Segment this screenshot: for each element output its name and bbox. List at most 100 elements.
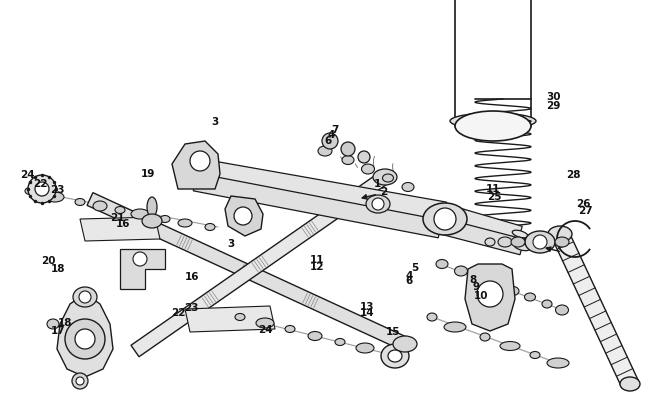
Ellipse shape	[93, 202, 107, 211]
Ellipse shape	[533, 235, 547, 249]
Text: 9: 9	[473, 282, 480, 292]
Polygon shape	[193, 174, 442, 238]
Ellipse shape	[454, 266, 467, 276]
Ellipse shape	[256, 318, 274, 328]
Ellipse shape	[372, 198, 384, 211]
Ellipse shape	[322, 134, 338, 149]
Ellipse shape	[361, 164, 374, 175]
Ellipse shape	[427, 313, 437, 321]
Polygon shape	[185, 306, 275, 332]
Polygon shape	[57, 297, 113, 377]
Ellipse shape	[335, 339, 345, 345]
Ellipse shape	[556, 305, 569, 315]
Text: 8: 8	[469, 275, 477, 284]
Text: 18: 18	[58, 317, 72, 327]
Ellipse shape	[72, 373, 88, 389]
Ellipse shape	[65, 319, 105, 359]
Ellipse shape	[542, 300, 552, 308]
Ellipse shape	[318, 147, 332, 157]
Ellipse shape	[131, 209, 149, 220]
Ellipse shape	[186, 179, 204, 186]
Text: 7: 7	[331, 125, 339, 134]
Text: 30: 30	[547, 92, 561, 102]
Text: 4: 4	[406, 271, 413, 280]
Ellipse shape	[35, 183, 49, 196]
Ellipse shape	[511, 237, 525, 247]
Text: 12: 12	[310, 261, 324, 271]
Ellipse shape	[147, 198, 157, 217]
Text: 13: 13	[360, 301, 374, 311]
Polygon shape	[552, 230, 638, 388]
Ellipse shape	[507, 287, 519, 296]
Text: 27: 27	[578, 206, 592, 215]
Ellipse shape	[25, 188, 35, 195]
Ellipse shape	[455, 112, 531, 142]
Ellipse shape	[79, 291, 91, 303]
Polygon shape	[188, 158, 447, 222]
Text: 10: 10	[474, 290, 488, 300]
Ellipse shape	[180, 163, 200, 172]
Ellipse shape	[431, 226, 449, 233]
Ellipse shape	[285, 326, 295, 333]
Text: 22: 22	[33, 178, 47, 188]
Ellipse shape	[308, 332, 322, 341]
Ellipse shape	[435, 208, 455, 217]
Text: 25: 25	[487, 192, 501, 201]
Text: 16: 16	[185, 271, 199, 281]
Text: 23: 23	[50, 185, 64, 194]
Text: 18: 18	[51, 263, 66, 273]
Text: 3: 3	[227, 239, 235, 249]
Ellipse shape	[76, 377, 84, 385]
Ellipse shape	[555, 237, 569, 247]
Polygon shape	[120, 249, 165, 289]
Ellipse shape	[115, 207, 125, 214]
Ellipse shape	[133, 252, 147, 266]
Polygon shape	[131, 172, 389, 357]
Text: 6: 6	[324, 136, 332, 146]
Ellipse shape	[525, 231, 555, 254]
Ellipse shape	[437, 209, 453, 216]
Ellipse shape	[500, 342, 520, 351]
Ellipse shape	[75, 329, 95, 349]
Ellipse shape	[75, 199, 85, 206]
Ellipse shape	[73, 287, 97, 307]
Ellipse shape	[234, 207, 252, 226]
Ellipse shape	[381, 344, 409, 368]
Ellipse shape	[444, 322, 466, 332]
Text: 16: 16	[116, 219, 131, 228]
Text: 28: 28	[566, 170, 580, 180]
Polygon shape	[225, 196, 263, 237]
Text: 5: 5	[411, 262, 419, 272]
Ellipse shape	[514, 244, 530, 251]
Ellipse shape	[436, 260, 448, 269]
Ellipse shape	[525, 293, 536, 301]
Ellipse shape	[342, 156, 354, 165]
Ellipse shape	[480, 333, 490, 341]
Ellipse shape	[546, 239, 554, 246]
Text: 1: 1	[373, 178, 381, 188]
Ellipse shape	[46, 192, 64, 202]
Ellipse shape	[437, 224, 453, 231]
Text: 6: 6	[406, 276, 413, 286]
Ellipse shape	[434, 209, 456, 230]
Ellipse shape	[142, 215, 162, 228]
Ellipse shape	[358, 151, 370, 164]
Ellipse shape	[393, 336, 417, 352]
Ellipse shape	[473, 274, 484, 282]
Ellipse shape	[529, 238, 541, 247]
Ellipse shape	[485, 239, 495, 246]
Text: 24: 24	[20, 170, 34, 180]
Text: 2: 2	[380, 186, 387, 196]
Text: 22: 22	[172, 308, 186, 318]
Ellipse shape	[341, 143, 355, 157]
Ellipse shape	[382, 175, 393, 183]
Ellipse shape	[489, 279, 502, 289]
Text: 11: 11	[310, 254, 324, 264]
Text: 17: 17	[51, 325, 66, 335]
Ellipse shape	[178, 220, 192, 228]
Ellipse shape	[547, 358, 569, 368]
Text: 21: 21	[110, 213, 124, 223]
Ellipse shape	[450, 114, 536, 130]
Polygon shape	[172, 142, 220, 190]
Text: 11: 11	[486, 183, 500, 193]
